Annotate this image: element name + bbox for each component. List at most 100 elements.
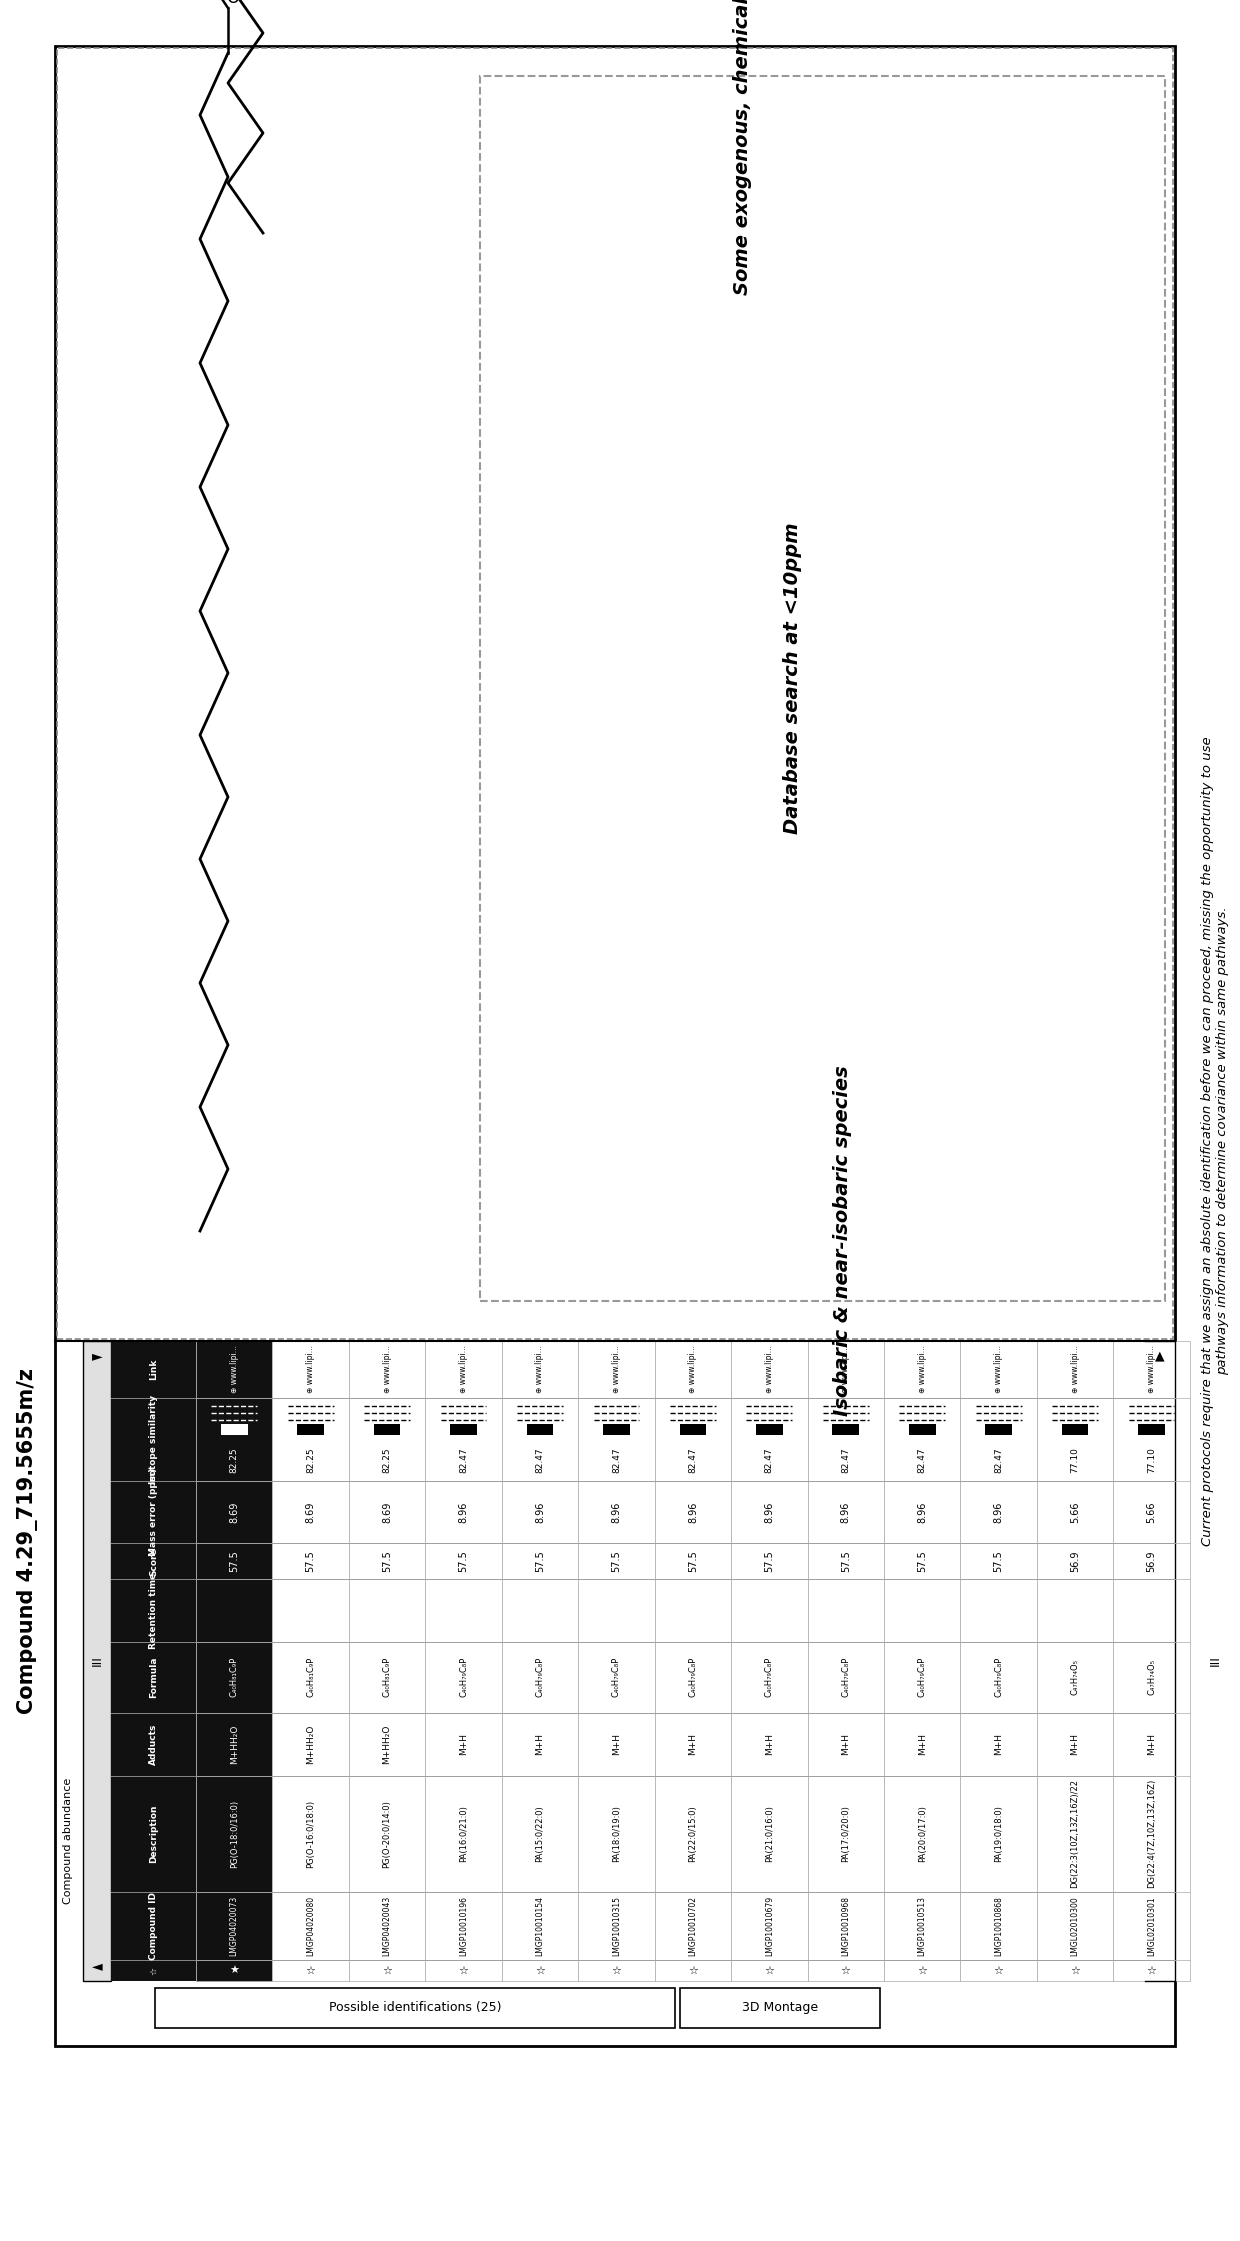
Text: Link: Link [149,1358,157,1380]
Bar [909,1425,936,1434]
Text: Retention time: Retention time [149,1573,157,1649]
Text: LMGP10010968: LMGP10010968 [841,1896,851,1956]
Text: 57.5: 57.5 [534,1551,546,1573]
Text: Formula: Formula [149,1656,157,1699]
Text: PA(20:0/17:0): PA(20:0/17:0) [918,1806,926,1862]
Text: 8.96: 8.96 [534,1501,546,1524]
Text: M+HH₂O: M+HH₂O [306,1726,315,1764]
Text: C₄₀H₇₉C₈P: C₄₀H₇₉C₈P [613,1658,621,1696]
Text: M+H: M+H [688,1732,697,1755]
Text: 57.5: 57.5 [229,1551,239,1573]
Bar [832,1425,859,1434]
Text: 57.5: 57.5 [459,1551,469,1573]
Text: PA(19:0/18:0): PA(19:0/18:0) [994,1806,1003,1862]
Text: 8.69: 8.69 [306,1501,316,1524]
Text: C₄₀H₈₁C₉P: C₄₀H₈₁C₉P [229,1658,239,1696]
Text: ◄: ◄ [92,1959,103,1972]
Text: ⊕ www.lipi...: ⊕ www.lipi... [229,1345,239,1394]
Text: III: III [91,1656,103,1667]
Text: ⊕ www.lipi...: ⊕ www.lipi... [1147,1345,1156,1394]
Text: C₄₀H₇₉C₈P: C₄₀H₇₉C₈P [918,1658,926,1696]
Bar [732,1340,807,1981]
Text: ⊕ www.lipi...: ⊕ www.lipi... [1070,1345,1080,1394]
Text: LMGP04020080: LMGP04020080 [306,1896,315,1956]
Bar [298,1425,324,1434]
Text: 56.9: 56.9 [1070,1551,1080,1571]
Text: 5.66: 5.66 [1070,1501,1080,1524]
Text: ⊕ www.lipi...: ⊕ www.lipi... [841,1345,851,1394]
Text: ⊕ www.lipi...: ⊕ www.lipi... [613,1345,621,1394]
Text: PG(O-18:0/16:0): PG(O-18:0/16:0) [229,1800,239,1867]
Bar [986,1425,1012,1434]
Bar [578,1340,655,1981]
Bar [196,1340,273,1981]
Text: 77.10: 77.10 [1147,1448,1156,1472]
Text: 57.5: 57.5 [918,1551,928,1573]
Text: ☆: ☆ [534,1965,546,1977]
Text: ☆: ☆ [459,1965,469,1977]
Text: LMGP04020043: LMGP04020043 [383,1896,392,1956]
Text: 82.47: 82.47 [765,1448,774,1472]
Text: 8.69: 8.69 [382,1501,392,1524]
Text: III: III [1208,1656,1221,1667]
Text: ☆: ☆ [841,1965,851,1977]
Text: LMGP10010196: LMGP10010196 [459,1896,467,1956]
Bar [527,1425,553,1434]
Text: 82.47: 82.47 [459,1448,467,1472]
Text: 82.47: 82.47 [688,1448,697,1472]
Text: M+H: M+H [841,1732,851,1755]
Text: 57.5: 57.5 [382,1551,392,1573]
Text: ⊕ www.lipi...: ⊕ www.lipi... [306,1345,315,1394]
Text: ☆: ☆ [764,1965,774,1977]
Text: LMGP10010315: LMGP10010315 [613,1896,621,1956]
Bar [83,1340,112,1981]
Bar [57,47,1173,1340]
Text: PA(18:0/19:0): PA(18:0/19:0) [613,1806,621,1862]
Text: 82.47: 82.47 [536,1448,544,1472]
Text: LMGP10010679: LMGP10010679 [765,1896,774,1956]
Bar [1114,1340,1189,1981]
Text: Possible identifications (25): Possible identifications (25) [329,2001,501,2015]
Text: ⊕ www.lipi...: ⊕ www.lipi... [994,1345,1003,1394]
Text: 57.5: 57.5 [688,1551,698,1573]
Text: M+H: M+H [994,1732,1003,1755]
Text: ☆: ☆ [1070,1965,1080,1977]
Bar [680,1988,880,2028]
Text: M+H: M+H [536,1732,544,1755]
Text: PA(15:0/22:0): PA(15:0/22:0) [536,1806,544,1862]
Text: Current protocols require that we assign an absolute identification before we ca: Current protocols require that we assign… [1202,737,1229,1546]
Text: ►: ► [92,1349,103,1363]
Text: Compound abundance: Compound abundance [63,1777,73,1905]
Text: Some exogenous, chemicals, etc: Some exogenous, chemicals, etc [733,0,751,296]
Text: ☆: ☆ [688,1965,698,1977]
Text: ⊕ www.lipi...: ⊕ www.lipi... [536,1345,544,1394]
Text: ⊕ www.lipi...: ⊕ www.lipi... [765,1345,774,1394]
Text: 57.5: 57.5 [611,1551,621,1573]
Bar [1138,1425,1164,1434]
Text: 8.96: 8.96 [764,1501,774,1524]
Text: C₄₀H₇₉C₈P: C₄₀H₇₉C₈P [765,1658,774,1696]
Text: 57.5: 57.5 [993,1551,1003,1573]
Text: ☆: ☆ [993,1965,1003,1977]
Bar [221,1425,248,1434]
Bar [655,1340,732,1981]
Text: M+H: M+H [1147,1732,1156,1755]
Text: M+H: M+H [918,1732,926,1755]
Bar [348,1340,425,1981]
Bar [55,47,1176,2046]
Text: M+HH₂O: M+HH₂O [383,1726,392,1764]
Text: 82.25: 82.25 [229,1448,239,1472]
Text: Adducts: Adducts [149,1723,157,1766]
Text: C₄₀H₇₉C₈P: C₄₀H₇₉C₈P [841,1658,851,1696]
Text: 57.5: 57.5 [306,1551,316,1573]
Text: 8.96: 8.96 [688,1501,698,1524]
Text: 8.96: 8.96 [841,1501,851,1524]
Text: ▲: ▲ [1156,1349,1164,1363]
Text: LMGP10010513: LMGP10010513 [918,1896,926,1956]
Text: ⊕ www.lipi...: ⊕ www.lipi... [918,1345,926,1394]
Bar [680,1425,707,1434]
Text: M+H: M+H [459,1732,467,1755]
Text: Isobaric & near-isobaric species: Isobaric & near-isobaric species [833,1067,852,1416]
Text: ☆: ☆ [611,1965,621,1977]
Text: ⊕ www.lipi...: ⊕ www.lipi... [688,1345,697,1394]
